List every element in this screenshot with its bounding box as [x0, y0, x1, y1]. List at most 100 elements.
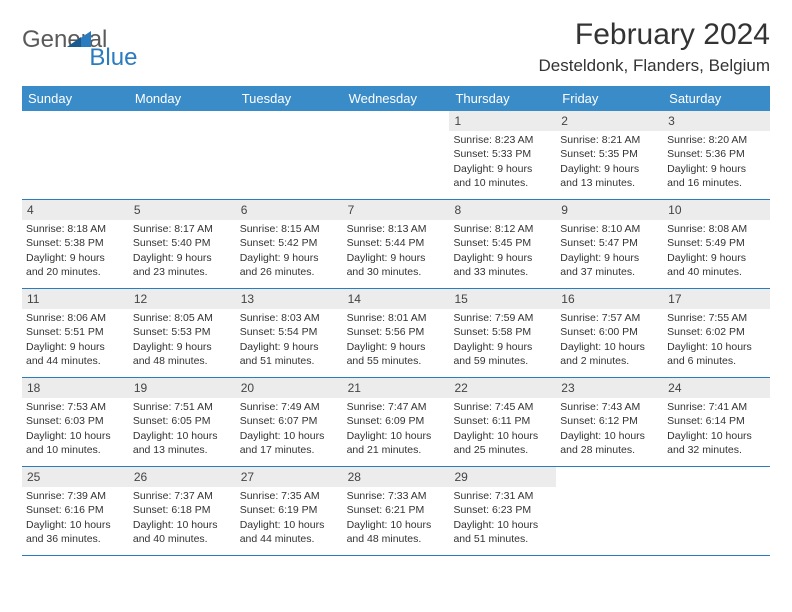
day-number: 8: [449, 200, 556, 220]
sunrise-text: Sunrise: 7:33 AM: [347, 489, 446, 503]
day-cell: 28Sunrise: 7:33 AMSunset: 6:21 PMDayligh…: [343, 467, 450, 555]
sunrise-text: Sunrise: 7:43 AM: [560, 400, 659, 414]
daylight-text: and 44 minutes.: [26, 354, 125, 368]
day-content: Sunrise: 7:41 AMSunset: 6:14 PMDaylight:…: [663, 400, 770, 461]
sunset-text: Sunset: 6:12 PM: [560, 414, 659, 428]
sunrise-text: Sunrise: 7:37 AM: [133, 489, 232, 503]
sunrise-text: Sunrise: 8:21 AM: [560, 133, 659, 147]
day-number: 29: [449, 467, 556, 487]
daylight-text: Daylight: 9 hours: [667, 162, 766, 176]
daylight-text: and 44 minutes.: [240, 532, 339, 546]
day-content: Sunrise: 7:57 AMSunset: 6:00 PMDaylight:…: [556, 311, 663, 372]
day-cell: 24Sunrise: 7:41 AMSunset: 6:14 PMDayligh…: [663, 378, 770, 466]
dow-thursday: Thursday: [449, 86, 556, 111]
day-number: 22: [449, 378, 556, 398]
day-cell: 20Sunrise: 7:49 AMSunset: 6:07 PMDayligh…: [236, 378, 343, 466]
day-cell: 26Sunrise: 7:37 AMSunset: 6:18 PMDayligh…: [129, 467, 236, 555]
daylight-text: and 13 minutes.: [560, 176, 659, 190]
daylight-text: Daylight: 10 hours: [347, 518, 446, 532]
day-number: 17: [663, 289, 770, 309]
sunset-text: Sunset: 6:16 PM: [26, 503, 125, 517]
daylight-text: Daylight: 10 hours: [240, 518, 339, 532]
daylight-text: Daylight: 10 hours: [560, 340, 659, 354]
sunrise-text: Sunrise: 7:59 AM: [453, 311, 552, 325]
day-number: 1: [449, 111, 556, 131]
header: General Blue February 2024 Desteldonk, F…: [22, 18, 770, 76]
daylight-text: Daylight: 10 hours: [347, 429, 446, 443]
sunrise-text: Sunrise: 8:20 AM: [667, 133, 766, 147]
day-number: 19: [129, 378, 236, 398]
daylight-text: Daylight: 9 hours: [133, 251, 232, 265]
daylight-text: Daylight: 10 hours: [133, 429, 232, 443]
day-content: Sunrise: 7:51 AMSunset: 6:05 PMDaylight:…: [129, 400, 236, 461]
day-content: Sunrise: 8:21 AMSunset: 5:35 PMDaylight:…: [556, 133, 663, 194]
sunset-text: Sunset: 6:07 PM: [240, 414, 339, 428]
sunrise-text: Sunrise: 7:55 AM: [667, 311, 766, 325]
sunrise-text: Sunrise: 8:06 AM: [26, 311, 125, 325]
week-row: 25Sunrise: 7:39 AMSunset: 6:16 PMDayligh…: [22, 467, 770, 556]
daylight-text: and 26 minutes.: [240, 265, 339, 279]
day-number: 14: [343, 289, 450, 309]
daylight-text: Daylight: 10 hours: [453, 518, 552, 532]
daylight-text: and 23 minutes.: [133, 265, 232, 279]
daylight-text: Daylight: 10 hours: [560, 429, 659, 443]
day-number: 18: [22, 378, 129, 398]
sunrise-text: Sunrise: 7:39 AM: [26, 489, 125, 503]
calendar: SundayMondayTuesdayWednesdayThursdayFrid…: [22, 86, 770, 556]
day-content: Sunrise: 8:20 AMSunset: 5:36 PMDaylight:…: [663, 133, 770, 194]
day-cell: .: [343, 111, 450, 199]
day-cell: 21Sunrise: 7:47 AMSunset: 6:09 PMDayligh…: [343, 378, 450, 466]
daylight-text: Daylight: 9 hours: [560, 162, 659, 176]
daylight-text: Daylight: 9 hours: [453, 162, 552, 176]
day-cell: 19Sunrise: 7:51 AMSunset: 6:05 PMDayligh…: [129, 378, 236, 466]
daylight-text: and 37 minutes.: [560, 265, 659, 279]
sunrise-text: Sunrise: 7:35 AM: [240, 489, 339, 503]
daylight-text: Daylight: 9 hours: [667, 251, 766, 265]
day-content: Sunrise: 8:05 AMSunset: 5:53 PMDaylight:…: [129, 311, 236, 372]
sunrise-text: Sunrise: 8:17 AM: [133, 222, 232, 236]
sunset-text: Sunset: 5:35 PM: [560, 147, 659, 161]
title-block: February 2024 Desteldonk, Flanders, Belg…: [538, 18, 770, 76]
day-content: Sunrise: 8:13 AMSunset: 5:44 PMDaylight:…: [343, 222, 450, 283]
sunrise-text: Sunrise: 8:01 AM: [347, 311, 446, 325]
sunset-text: Sunset: 6:23 PM: [453, 503, 552, 517]
day-content: Sunrise: 8:18 AMSunset: 5:38 PMDaylight:…: [22, 222, 129, 283]
day-number: 16: [556, 289, 663, 309]
sunrise-text: Sunrise: 7:31 AM: [453, 489, 552, 503]
day-number: 11: [22, 289, 129, 309]
day-cell: 23Sunrise: 7:43 AMSunset: 6:12 PMDayligh…: [556, 378, 663, 466]
daylight-text: and 59 minutes.: [453, 354, 552, 368]
daylight-text: Daylight: 9 hours: [347, 340, 446, 354]
daylight-text: Daylight: 9 hours: [453, 340, 552, 354]
daylight-text: and 20 minutes.: [26, 265, 125, 279]
sunset-text: Sunset: 6:21 PM: [347, 503, 446, 517]
sunrise-text: Sunrise: 8:18 AM: [26, 222, 125, 236]
day-number: 3: [663, 111, 770, 131]
daylight-text: and 6 minutes.: [667, 354, 766, 368]
sunset-text: Sunset: 5:33 PM: [453, 147, 552, 161]
sunrise-text: Sunrise: 8:23 AM: [453, 133, 552, 147]
sunrise-text: Sunrise: 8:03 AM: [240, 311, 339, 325]
daylight-text: Daylight: 10 hours: [240, 429, 339, 443]
daylight-text: and 16 minutes.: [667, 176, 766, 190]
logo-triangle-icon: [67, 29, 91, 47]
sunset-text: Sunset: 6:19 PM: [240, 503, 339, 517]
day-number: 4: [22, 200, 129, 220]
sunset-text: Sunset: 5:45 PM: [453, 236, 552, 250]
day-cell: 7Sunrise: 8:13 AMSunset: 5:44 PMDaylight…: [343, 200, 450, 288]
daylight-text: and 28 minutes.: [560, 443, 659, 457]
daylight-text: and 10 minutes.: [26, 443, 125, 457]
day-content: Sunrise: 8:12 AMSunset: 5:45 PMDaylight:…: [449, 222, 556, 283]
daylight-text: Daylight: 9 hours: [453, 251, 552, 265]
day-content: Sunrise: 7:35 AMSunset: 6:19 PMDaylight:…: [236, 489, 343, 550]
daylight-text: Daylight: 10 hours: [133, 518, 232, 532]
week-row: 11Sunrise: 8:06 AMSunset: 5:51 PMDayligh…: [22, 289, 770, 378]
daylight-text: and 30 minutes.: [347, 265, 446, 279]
day-content: Sunrise: 8:01 AMSunset: 5:56 PMDaylight:…: [343, 311, 450, 372]
day-cell: .: [556, 467, 663, 555]
sunrise-text: Sunrise: 8:13 AM: [347, 222, 446, 236]
day-content: Sunrise: 8:23 AMSunset: 5:33 PMDaylight:…: [449, 133, 556, 194]
sunrise-text: Sunrise: 7:51 AM: [133, 400, 232, 414]
day-number: 20: [236, 378, 343, 398]
sunset-text: Sunset: 6:02 PM: [667, 325, 766, 339]
